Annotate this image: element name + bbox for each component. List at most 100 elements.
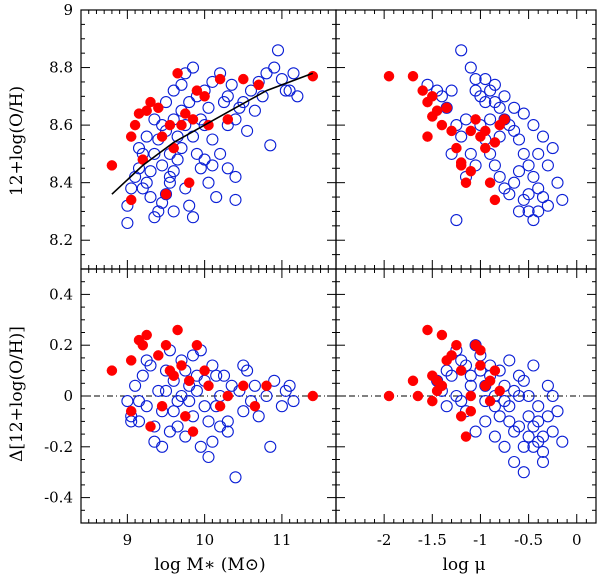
filled-point xyxy=(436,380,448,392)
y-tick-label: 8.6 xyxy=(49,116,73,134)
open-point xyxy=(541,410,554,423)
open-point xyxy=(121,216,134,230)
open-point xyxy=(536,455,550,469)
open-point xyxy=(440,400,453,413)
x-tick-label: 10 xyxy=(195,531,214,549)
filled-point xyxy=(199,91,210,102)
open-point xyxy=(522,159,535,172)
open-point xyxy=(136,369,149,382)
open-point xyxy=(546,389,559,403)
filled-point xyxy=(187,114,199,125)
open-point xyxy=(140,354,153,367)
open-point xyxy=(527,420,540,433)
open-point xyxy=(541,199,554,212)
open-point xyxy=(527,170,540,183)
open-point xyxy=(136,182,149,195)
open-point xyxy=(144,165,157,178)
open-point xyxy=(190,147,203,160)
open-point xyxy=(541,159,554,172)
filled-point xyxy=(307,390,319,402)
open-point xyxy=(167,84,180,97)
open-point xyxy=(225,78,238,91)
open-point xyxy=(556,435,569,448)
open-point xyxy=(244,84,258,97)
filled-point xyxy=(106,160,118,171)
open-point xyxy=(455,130,468,143)
open-point xyxy=(268,61,281,74)
filled-point xyxy=(249,400,261,412)
filled-point xyxy=(214,73,226,85)
open-point xyxy=(508,455,521,469)
open-point xyxy=(183,199,196,212)
open-point xyxy=(167,405,180,418)
open-point xyxy=(140,130,153,143)
open-point xyxy=(252,410,265,423)
filled-point xyxy=(427,395,438,407)
filled-point xyxy=(455,160,467,171)
panel-bottom-right: -2 -1.5 -1 -0.5 0 xyxy=(335,268,597,549)
open-point xyxy=(248,104,261,117)
panel-frame xyxy=(80,268,337,524)
open-point xyxy=(241,124,254,137)
open-point xyxy=(167,205,180,218)
filled-point xyxy=(470,114,481,125)
open-point xyxy=(132,415,146,428)
open-point xyxy=(129,379,142,392)
filled-point xyxy=(383,70,395,82)
filled-point xyxy=(446,125,457,137)
x-tick-label: -2 xyxy=(377,531,392,549)
filled-point xyxy=(141,329,152,341)
open-point xyxy=(503,415,516,428)
open-point xyxy=(279,84,292,97)
filled-point xyxy=(187,426,199,437)
open-point xyxy=(206,133,219,146)
open-point xyxy=(464,61,477,74)
panel-frame xyxy=(80,9,337,270)
filled-point xyxy=(455,411,467,422)
open-point xyxy=(229,170,242,183)
x-tick-label: 0 xyxy=(572,531,582,549)
open-point xyxy=(551,176,564,189)
filled-point xyxy=(172,68,183,79)
filled-point xyxy=(153,102,164,114)
open-point xyxy=(469,84,482,97)
open-point xyxy=(186,349,200,362)
x-tick-label: -0.5 xyxy=(514,531,543,549)
open-point xyxy=(156,440,169,453)
open-point xyxy=(152,384,165,397)
filled-point xyxy=(145,421,156,432)
filled-point xyxy=(191,339,203,351)
open-point xyxy=(508,425,521,438)
x-tick-label: 11 xyxy=(272,531,291,549)
open-point xyxy=(202,101,215,114)
filled-point xyxy=(172,324,183,336)
open-point xyxy=(202,415,215,428)
filled-point xyxy=(484,177,496,188)
open-point xyxy=(517,147,530,160)
open-point xyxy=(237,405,250,418)
filled-point xyxy=(465,165,477,177)
y-tick-label: 0 xyxy=(63,387,73,405)
open-point xyxy=(464,379,477,392)
filled-point xyxy=(214,400,226,412)
panel-bottom-left: 9 10 11 -0.4 -0.2 0 0.2 0.4 xyxy=(44,268,337,549)
open-point xyxy=(152,205,165,218)
open-point xyxy=(132,395,146,408)
filled-point xyxy=(176,119,187,131)
filled-point xyxy=(460,431,472,442)
open-point xyxy=(159,96,173,109)
filled-point xyxy=(125,405,137,417)
filled-point xyxy=(431,105,443,116)
open-point xyxy=(179,430,192,443)
open-point xyxy=(527,119,540,132)
filled-point xyxy=(475,360,486,371)
open-point xyxy=(171,420,184,433)
open-point xyxy=(283,84,296,97)
open-point xyxy=(517,107,530,120)
open-point xyxy=(171,153,184,166)
filled-point xyxy=(129,119,141,131)
open-point xyxy=(268,374,281,387)
open-point xyxy=(186,211,200,224)
filled-point xyxy=(180,108,191,119)
